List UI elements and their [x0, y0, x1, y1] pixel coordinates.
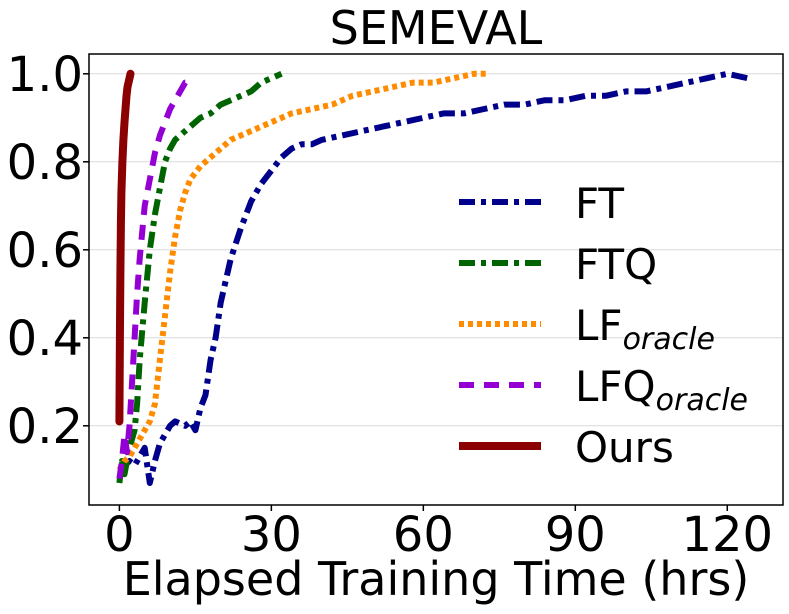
- x-tick-label: 30: [241, 507, 302, 563]
- legend-label: FTQ: [575, 240, 657, 289]
- x-tick-label: 0: [104, 507, 135, 563]
- series-line-lfq-oracle: [116, 79, 191, 480]
- series-line-ftq: [116, 71, 283, 484]
- x-tick-label: 90: [545, 507, 606, 563]
- y-tick-label: 1.0: [7, 47, 83, 103]
- plot-frame: [88, 53, 784, 506]
- legend-label: LForacle: [575, 301, 715, 357]
- series-line-lf-oracle: [116, 70, 490, 472]
- x-tick-label: 120: [681, 507, 773, 563]
- y-tick-label: 0.4: [7, 311, 83, 367]
- y-tick-label: 0.8: [7, 135, 83, 191]
- legend-label: LFQoracle: [575, 362, 748, 418]
- y-tick-label: 0.2: [7, 399, 83, 455]
- series-line-ours: [115, 69, 135, 426]
- x-axis-label: Elapsed Training Time (hrs): [123, 552, 750, 606]
- chart-title: SEMEVAL: [330, 1, 543, 55]
- legend-label: FT: [575, 179, 624, 228]
- series-layer: [115, 69, 749, 486]
- series-line-ft: [117, 70, 749, 486]
- legend-label: Ours: [575, 423, 674, 472]
- x-tick-label: 60: [393, 507, 454, 563]
- y-axis: 0.2 0.4 0.6 0.8 1.0: [7, 47, 89, 455]
- y-tick-label: 0.6: [7, 223, 83, 279]
- x-axis: 0 30 60 90 120: [104, 505, 773, 563]
